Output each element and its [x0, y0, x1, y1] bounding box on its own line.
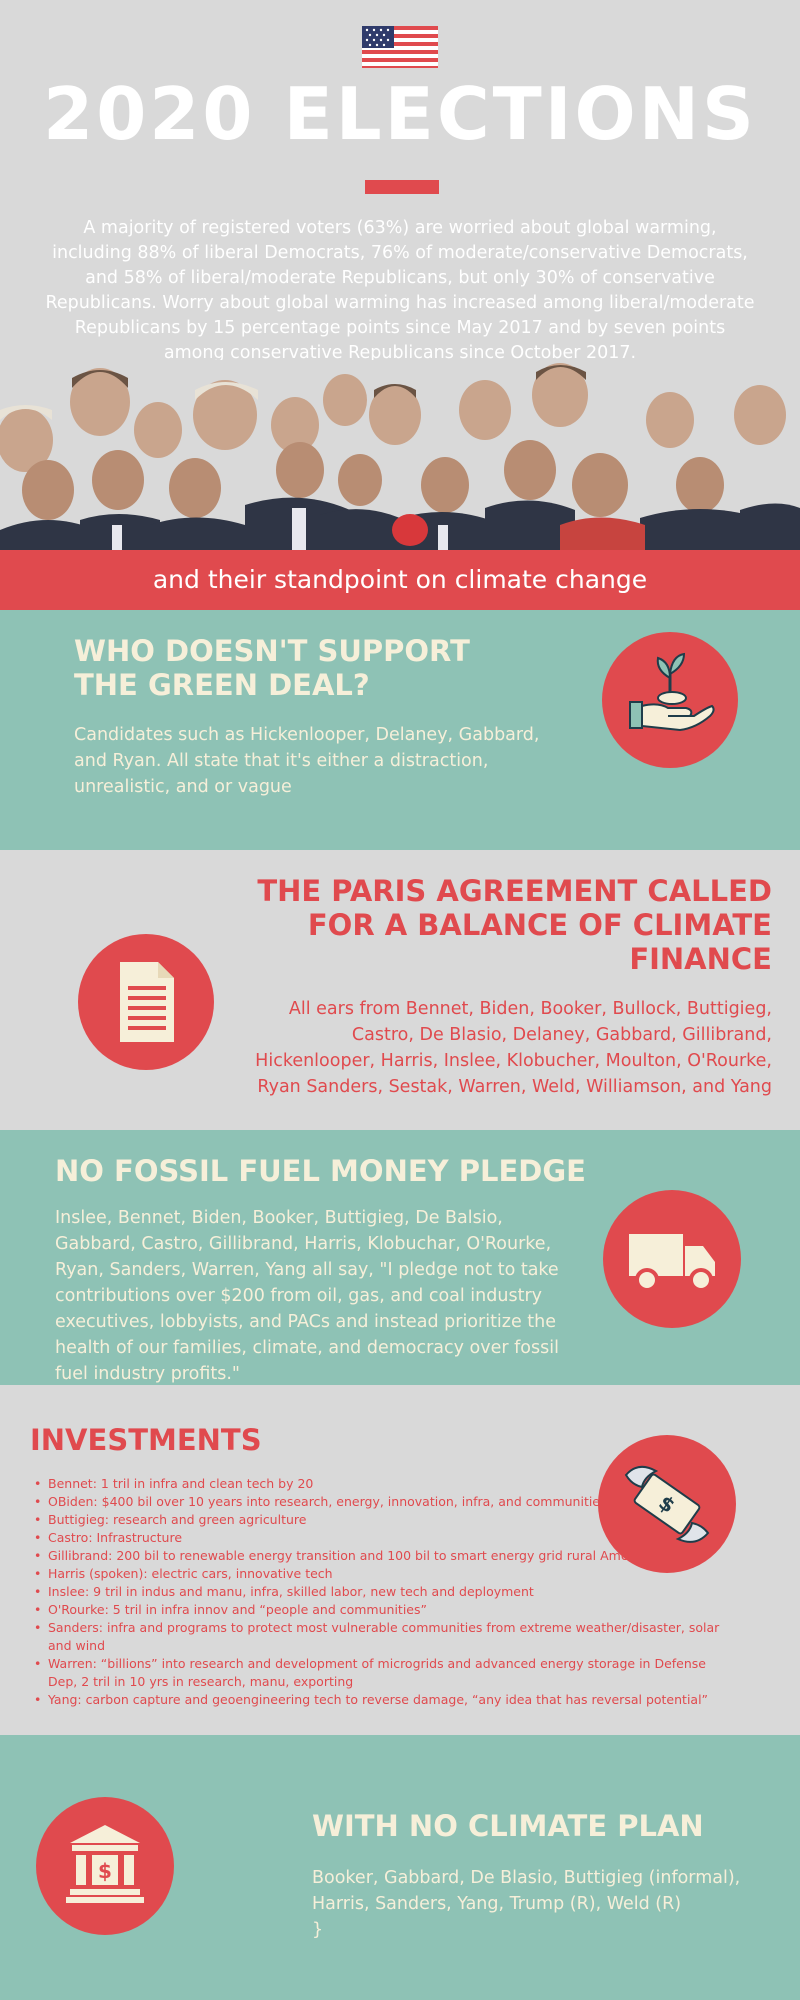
- page-title: 2020 ELECTIONS: [43, 72, 757, 156]
- list-item: OBiden: $400 bil over 10 years into rese…: [32, 1493, 737, 1511]
- section-title: NO FOSSIL FUEL MONEY PLEDGE: [55, 1154, 586, 1188]
- title-divider: [365, 180, 439, 194]
- list-item: Bennet: 1 tril in infra and clean tech b…: [32, 1475, 737, 1493]
- section-title-line-3: FINANCE: [629, 942, 772, 976]
- section-title: INVESTMENTS: [30, 1423, 262, 1457]
- list-item: Castro: Infrastructure: [32, 1529, 737, 1547]
- document-icon: [78, 934, 214, 1070]
- section-no-climate-plan: WITH NO CLIMATE PLAN Booker, Gabbard, De…: [0, 1735, 800, 2000]
- list-item: Harris (spoken): electric cars, innovati…: [32, 1565, 737, 1583]
- section-body: Booker, Gabbard, De Blasio, Buttigieg (i…: [312, 1865, 772, 1943]
- list-item: Buttigieg: research and green agricultur…: [32, 1511, 737, 1529]
- list-item: Sanders: infra and programs to protect m…: [32, 1619, 737, 1655]
- flying-money-icon: $: [598, 1435, 736, 1573]
- section-body-line-1: Booker, Gabbard, De Blasio, Buttigieg (i…: [312, 1868, 741, 1888]
- section-fossil-fuel-pledge: NO FOSSIL FUEL MONEY PLEDGE Inslee, Benn…: [0, 1130, 800, 1385]
- list-item: Warren: “billions” into research and dev…: [32, 1655, 737, 1691]
- plant-in-hand-icon: [602, 632, 738, 768]
- intro-paragraph: A majority of registered voters (63%) ar…: [45, 218, 755, 363]
- list-item: Gillibrand: 200 bil to renewable energy …: [32, 1547, 737, 1565]
- subtitle-banner: and their standpoint on climate change: [0, 550, 800, 610]
- section-title: THE PARIS AGREEMENT CALLED FOR A BALANCE…: [212, 874, 772, 976]
- bank-icon: $: [36, 1797, 174, 1935]
- section-title: WITH NO CLIMATE PLAN: [312, 1809, 704, 1843]
- section-green-deal: WHO DOESN'T SUPPORT THE GREEN DEAL? Cand…: [0, 610, 800, 850]
- truck-icon: [603, 1190, 741, 1328]
- candidates-photo-collage: [0, 360, 800, 550]
- us-flag-icon: [362, 26, 438, 68]
- section-body: Inslee, Bennet, Biden, Booker, Buttigieg…: [55, 1208, 559, 1384]
- list-item: Inslee: 9 tril in indus and manu, infra,…: [32, 1583, 737, 1601]
- section-investments: INVESTMENTS Bennet: 1 tril in infra and …: [0, 1385, 800, 1735]
- list-item: Yang: carbon capture and geoengineering …: [32, 1691, 737, 1709]
- section-body: Candidates such as Hickenlooper, Delaney…: [74, 725, 540, 797]
- section-title-line-1: THE PARIS AGREEMENT CALLED: [257, 874, 772, 908]
- header: 2020 ELECTIONS A majority of registered …: [0, 0, 800, 550]
- list-item: O'Rourke: 5 tril in infra innov and “peo…: [32, 1601, 737, 1619]
- section-body-line-2: Harris, Sanders, Yang, Trump (R), Weld (…: [312, 1894, 682, 1914]
- section-title-line-2: FOR A BALANCE OF CLIMATE: [307, 908, 772, 942]
- investments-list: Bennet: 1 tril in infra and clean tech b…: [32, 1475, 737, 1709]
- svg-text:$: $: [98, 1859, 112, 1883]
- section-title: WHO DOESN'T SUPPORT THE GREEN DEAL?: [74, 634, 470, 702]
- section-paris-agreement: THE PARIS AGREEMENT CALLED FOR A BALANCE…: [0, 850, 800, 1130]
- section-body: All ears from Bennet, Biden, Booker, Bul…: [255, 999, 772, 1097]
